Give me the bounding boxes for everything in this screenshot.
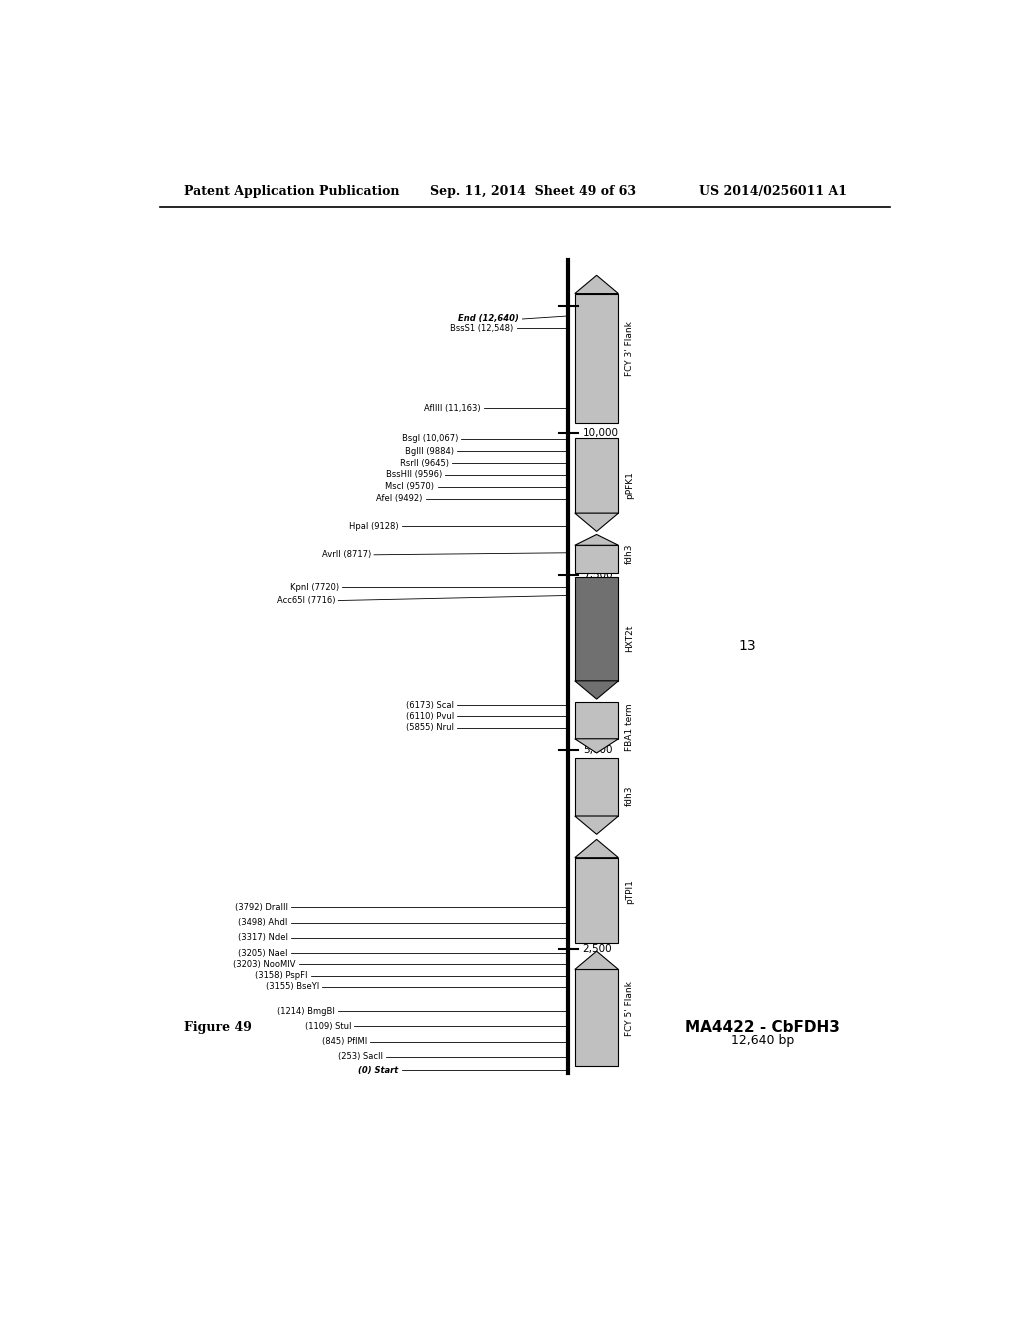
Text: Figure 49: Figure 49: [183, 1020, 252, 1034]
Text: MA4422 - CbFDH3: MA4422 - CbFDH3: [685, 1020, 841, 1035]
Text: FBA1 term: FBA1 term: [625, 704, 634, 751]
Text: pTPI1: pTPI1: [625, 879, 634, 904]
Text: (6173) ScaI: (6173) ScaI: [407, 701, 455, 710]
Bar: [574, 545, 618, 573]
Text: (3155) BseYI: (3155) BseYI: [266, 982, 319, 991]
Text: BssS1 (12,548): BssS1 (12,548): [451, 323, 514, 333]
Text: (3792) DraIII: (3792) DraIII: [234, 903, 288, 912]
Text: 12,500: 12,500: [583, 301, 618, 310]
Text: (845) PflMI: (845) PflMI: [322, 1038, 367, 1047]
Text: US 2014/0256011 A1: US 2014/0256011 A1: [699, 185, 848, 198]
Bar: [574, 858, 618, 942]
Text: End (12,640): End (12,640): [459, 314, 519, 323]
Text: pPFK1: pPFK1: [625, 471, 634, 499]
Bar: [574, 438, 618, 513]
Polygon shape: [574, 276, 618, 293]
Polygon shape: [574, 952, 618, 969]
Text: fdh3: fdh3: [625, 785, 634, 807]
Text: (3205) NaeI: (3205) NaeI: [238, 949, 288, 958]
Text: (3203) NooMIV: (3203) NooMIV: [232, 960, 296, 969]
Text: (3158) PspFI: (3158) PspFI: [255, 972, 307, 979]
Polygon shape: [574, 739, 618, 752]
Text: FCY 3' Flank: FCY 3' Flank: [625, 322, 634, 376]
Text: BsgI (10,067): BsgI (10,067): [401, 434, 458, 444]
Text: AvrII (8717): AvrII (8717): [322, 550, 371, 560]
Text: (1214) BmgBI: (1214) BmgBI: [278, 1007, 335, 1015]
Polygon shape: [574, 535, 618, 545]
Text: RsrII (9645): RsrII (9645): [399, 459, 449, 467]
Bar: [574, 702, 618, 739]
Text: MscI (9570): MscI (9570): [385, 482, 434, 491]
Text: fdh3: fdh3: [625, 544, 634, 564]
Text: 13: 13: [738, 639, 756, 653]
Text: 12,640 bp: 12,640 bp: [731, 1034, 795, 1047]
Text: 2,500: 2,500: [583, 944, 612, 954]
Text: Sep. 11, 2014  Sheet 49 of 63: Sep. 11, 2014 Sheet 49 of 63: [430, 185, 636, 198]
Bar: [574, 758, 618, 816]
Text: HpaI (9128): HpaI (9128): [349, 521, 398, 531]
Text: 5,000: 5,000: [583, 744, 612, 755]
Text: (3317) NdeI: (3317) NdeI: [238, 933, 288, 942]
Text: (6110) PvuI: (6110) PvuI: [406, 711, 455, 721]
Bar: [574, 577, 618, 681]
Text: KpnI (7720): KpnI (7720): [290, 583, 339, 591]
Text: (3498) AhdI: (3498) AhdI: [239, 919, 288, 927]
Text: BssHII (9596): BssHII (9596): [386, 470, 442, 479]
Text: Acc65I (7716): Acc65I (7716): [276, 597, 335, 605]
Polygon shape: [574, 840, 618, 858]
Text: 7,500: 7,500: [583, 570, 612, 579]
Text: (5855) NruI: (5855) NruI: [407, 723, 455, 733]
Text: 10,000: 10,000: [583, 428, 618, 438]
Text: BglII (9884): BglII (9884): [406, 446, 455, 455]
Text: (0) Start: (0) Start: [358, 1065, 398, 1074]
Bar: [574, 969, 618, 1067]
Text: HXT2t: HXT2t: [625, 624, 634, 652]
Text: FCY 5' Flank: FCY 5' Flank: [625, 981, 634, 1036]
Polygon shape: [574, 513, 618, 532]
Polygon shape: [574, 681, 618, 700]
Text: AfeI (9492): AfeI (9492): [376, 495, 423, 503]
Text: AflIII (11,163): AflIII (11,163): [424, 404, 480, 413]
Text: Patent Application Publication: Patent Application Publication: [183, 185, 399, 198]
Text: (1109) StuI: (1109) StuI: [304, 1022, 351, 1031]
Bar: [574, 293, 618, 422]
Polygon shape: [574, 816, 618, 834]
Text: (253) SacII: (253) SacII: [338, 1052, 383, 1061]
